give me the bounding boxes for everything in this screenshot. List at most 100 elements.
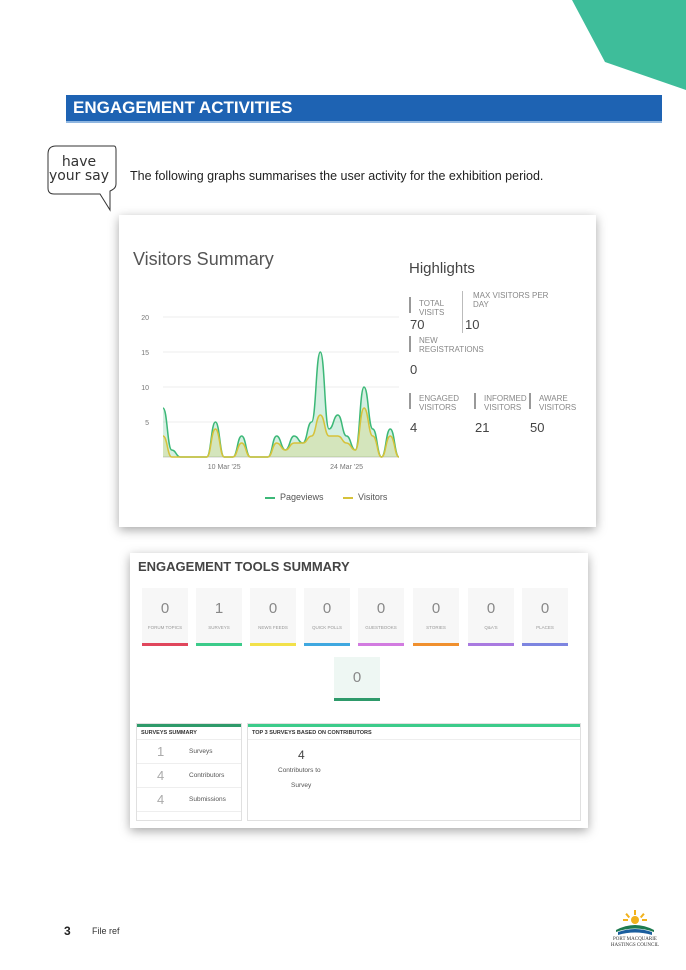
- logo-line-2: HASTINGS COUNCIL: [610, 943, 660, 948]
- tool-label: SURVEYS: [208, 625, 230, 630]
- tool-underline: [250, 643, 296, 646]
- tool-underline: [413, 643, 459, 646]
- tool-card-guestbooks[interactable]: 0 GUESTBOOKS: [358, 588, 404, 646]
- page-number: 3: [64, 924, 71, 938]
- y-tick-label: 5: [145, 420, 149, 427]
- tool-label: Q&A'S: [484, 625, 498, 630]
- stat-label-total-visits: TOTAL VISITS: [419, 299, 445, 317]
- stat-value-total-visits: 70: [410, 317, 425, 332]
- tool-label: STORIES: [426, 625, 446, 630]
- tool-card-stories[interactable]: 0 STORIES: [413, 588, 459, 646]
- surveys-summary-box: SURVEYS SUMMARY 1 Surveys 4 Contributors…: [136, 723, 242, 821]
- tool-value: 0: [268, 600, 278, 617]
- legend-label: Visitors: [358, 492, 388, 502]
- corner-decoration: [572, 0, 686, 90]
- summary-value: 4: [157, 768, 165, 783]
- have-your-say-text: have your say: [44, 155, 114, 183]
- top-survey-value: 4: [298, 748, 305, 762]
- tool-card-quick-polls[interactable]: 0 QUICK POLLS: [304, 588, 350, 646]
- series-area: [163, 408, 399, 457]
- stat-bar: [462, 291, 463, 333]
- stat-value-max-visitors: 10: [465, 317, 480, 332]
- top-surveys-accent: [248, 724, 580, 727]
- stat-label-new-registrations: NEW REGISTRATIONS: [419, 336, 484, 354]
- stat-value-new-registrations: 0: [410, 362, 418, 377]
- tool-value: 0: [540, 600, 550, 617]
- tool-value: 0: [431, 600, 441, 617]
- section-header: ENGAGEMENT ACTIVITIES: [66, 95, 662, 123]
- stat-label-informed-visitors: INFORMED VISITORS: [484, 394, 527, 412]
- intro-text: The following graphs summarises the user…: [130, 169, 544, 183]
- tool-value: 0: [160, 600, 170, 617]
- summary-label: Submissions: [189, 796, 226, 803]
- highlights-title: Highlights: [409, 260, 475, 277]
- section-title: ENGAGEMENT ACTIVITIES: [73, 98, 293, 117]
- y-tick-label: 20: [141, 315, 149, 322]
- legend-swatch: [265, 497, 275, 499]
- tool-underline: [304, 643, 350, 646]
- tool-underline: [142, 643, 188, 646]
- tool-underline: [468, 643, 514, 646]
- tool-label: FORUM TOPICS: [147, 625, 183, 630]
- stat-bar: [409, 336, 411, 352]
- engagement-tools-title: ENGAGEMENT TOOLS SUMMARY: [138, 559, 350, 574]
- summary-value: 1: [157, 744, 165, 759]
- have-your-say-badge: [47, 145, 117, 212]
- visitors-summary-panel: Visitors Summary 5 10 15 20 10 Mar '25 24 Mar…: [119, 215, 596, 527]
- tool-value: 1: [214, 600, 224, 617]
- tool-value: 0: [486, 600, 496, 617]
- tool-value: 0: [322, 600, 332, 617]
- summary-value: 4: [157, 792, 165, 807]
- badge-line-2: your say: [48, 168, 110, 184]
- badge-line-1: have: [61, 154, 97, 170]
- tool-value: 0: [376, 600, 386, 617]
- summary-label: Contributors: [189, 772, 225, 779]
- legend-swatch: [343, 497, 353, 499]
- stat-label-engaged-visitors: ENGAGED VISITORS: [419, 394, 460, 412]
- y-tick-label: 10: [141, 385, 149, 392]
- stat-value-engaged-visitors: 4: [410, 420, 418, 435]
- tool-card-forum-topics[interactable]: 0 FORUM TOPICS: [142, 588, 188, 646]
- stat-value-aware-visitors: 50: [530, 420, 545, 435]
- engagement-tools-panel: ENGAGEMENT TOOLS SUMMARY 0 FORUM TOPICS …: [130, 553, 588, 828]
- tool-underline: [196, 643, 242, 646]
- stat-label-max-visitors: MAX VISITORS PER DAY: [473, 291, 549, 309]
- stat-value-informed-visitors: 21: [475, 420, 490, 435]
- top-surveys-box: TOP 3 SURVEYS BASED ON CONTRIBUTORS 4 Co…: [247, 723, 581, 821]
- summary-accent: [137, 724, 241, 727]
- stat-bar: [409, 297, 411, 313]
- tool-underline: [358, 643, 404, 646]
- tool-card-qas[interactable]: 0 Q&A'S: [468, 588, 514, 646]
- series-line: [162, 407, 400, 458]
- x-tick-label: 24 Mar '25: [330, 464, 363, 471]
- tool-label: PLACES: [536, 625, 554, 630]
- stat-bar: [474, 393, 476, 409]
- tool-card-surveys[interactable]: 1 SURVEYS: [196, 588, 242, 646]
- top-survey-label: Contributors to: [278, 767, 321, 774]
- summary-label: Surveys: [189, 748, 213, 755]
- surveys-summary-title: SURVEYS SUMMARY: [137, 727, 241, 740]
- legend-label: Pageviews: [280, 492, 324, 502]
- logo-line-1: PORT MACQUARIE: [613, 937, 657, 942]
- tool-card-places[interactable]: 0 PLACES: [522, 588, 568, 646]
- tool-value: 0: [352, 669, 362, 686]
- stat-bar: [529, 393, 531, 409]
- council-logo-text: PORT MACQUARIE HASTINGS COUNCIL: [596, 937, 674, 949]
- y-tick-label: 15: [141, 350, 149, 357]
- visitors-chart: 5 10 15 20 10 Mar '25 24 Mar '25 Pageviews Visi…: [141, 315, 400, 502]
- council-logo: [616, 910, 654, 935]
- tool-card-news-feeds[interactable]: 0 NEWS FEEDS: [250, 588, 296, 646]
- tool-underline: [522, 643, 568, 646]
- file-ref: File ref: [92, 926, 120, 936]
- tool-label: GUESTBOOKS: [365, 625, 397, 630]
- top-surveys-title: TOP 3 SURVEYS BASED ON CONTRIBUTORS: [248, 727, 580, 740]
- stat-label-aware-visitors: AWARE VISITORS: [539, 394, 577, 412]
- series-area: [163, 352, 399, 457]
- summary-row-surveys: 1 Surveys: [137, 740, 241, 764]
- tool-label: QUICK POLLS: [311, 625, 342, 630]
- x-tick-label: 10 Mar '25: [208, 464, 241, 471]
- tool-underline: [334, 698, 380, 701]
- summary-row-contributors: 4 Contributors: [137, 764, 241, 788]
- tool-card-extra[interactable]: 0: [334, 657, 380, 701]
- top-survey-name[interactable]: Survey: [291, 782, 312, 789]
